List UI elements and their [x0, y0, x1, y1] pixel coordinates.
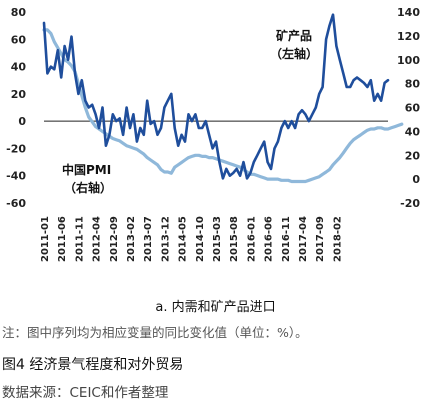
annotation-minerals-line1: 矿产品 [276, 28, 312, 43]
right-tick-label: 40 [405, 125, 421, 138]
x-tick-label: 2015-03 [212, 216, 223, 262]
annotation-minerals-line2: （左轴） [270, 46, 318, 61]
left-tick-label: 20 [11, 88, 27, 101]
right-tick-label: 0 [412, 173, 420, 186]
right-tick-label: 120 [397, 30, 420, 43]
x-tick-label: 2017-04 [298, 216, 309, 262]
annotation-pmi-line1: 中国PMI [62, 162, 111, 177]
x-tick-label: 2016-11 [281, 216, 292, 262]
annotation-pmi-line2: （右轴） [64, 180, 112, 195]
right-axis-tick-labels: 140 120 100 80 60 40 20 0 -20 [397, 6, 420, 210]
right-tick-label: 60 [405, 102, 421, 115]
series-line-minerals [42, 13, 390, 180]
x-tick-label: 2011-01 [40, 216, 51, 262]
x-tick-label: 2012-09 [109, 216, 120, 262]
left-tick-label: -40 [6, 170, 26, 183]
right-tick-label: 80 [405, 78, 421, 91]
left-tick-label: 80 [11, 6, 27, 19]
left-tick-label: -60 [6, 197, 26, 210]
x-tick-label: 2016-01 [246, 216, 257, 262]
left-tick-label: 0 [18, 115, 26, 128]
left-tick-label: 40 [11, 61, 27, 74]
x-tick-label: 2013-07 [143, 216, 154, 262]
x-tick-label: 2011-06 [57, 216, 68, 262]
x-tick-label: 2014-10 [195, 216, 206, 262]
x-tick-label: 2017-09 [315, 216, 326, 262]
x-tick-label: 2014-05 [178, 216, 189, 262]
left-axis-tick-labels: 80 60 40 20 0 -20 -40 -60 [6, 6, 26, 210]
right-tick-label: 140 [397, 6, 420, 19]
series-lines [42, 13, 404, 184]
right-tick-label: 20 [405, 149, 421, 162]
x-tick-label: 2013-12 [160, 216, 171, 262]
x-tick-label: 2018-02 [332, 216, 343, 262]
x-tick-label: 2012-04 [92, 216, 103, 262]
x-tick-label: 2013-02 [126, 216, 137, 262]
figure-title: 图4 经济景气程度和对外贸易 [2, 357, 184, 373]
series-line-pmi [42, 28, 404, 184]
x-axis-tick-labels: 2011-01 2011-06 2011-11 2012-04 2012-09 2013-… [40, 216, 343, 262]
x-tick-label: 2016-06 [264, 216, 275, 262]
left-tick-label: -20 [6, 142, 26, 155]
chart-note: 注：图中序列均为相应变量的同比变化值（单位：%）。 [2, 325, 308, 340]
x-tick-label: 2011-11 [74, 216, 85, 262]
line-chart: 80 60 40 20 0 -20 -40 -60 140 120 100 80 60 40 20 0 -20… [6, 6, 420, 262]
left-tick-label: 60 [11, 33, 27, 46]
chart-subcaption: a. 内需和矿产品进口 [155, 300, 276, 315]
right-tick-label: 100 [397, 54, 420, 67]
data-source: 数据来源：CEIC和作者整理 [2, 385, 169, 401]
x-tick-label: 2015-08 [229, 216, 240, 262]
right-tick-label: -20 [400, 197, 420, 210]
